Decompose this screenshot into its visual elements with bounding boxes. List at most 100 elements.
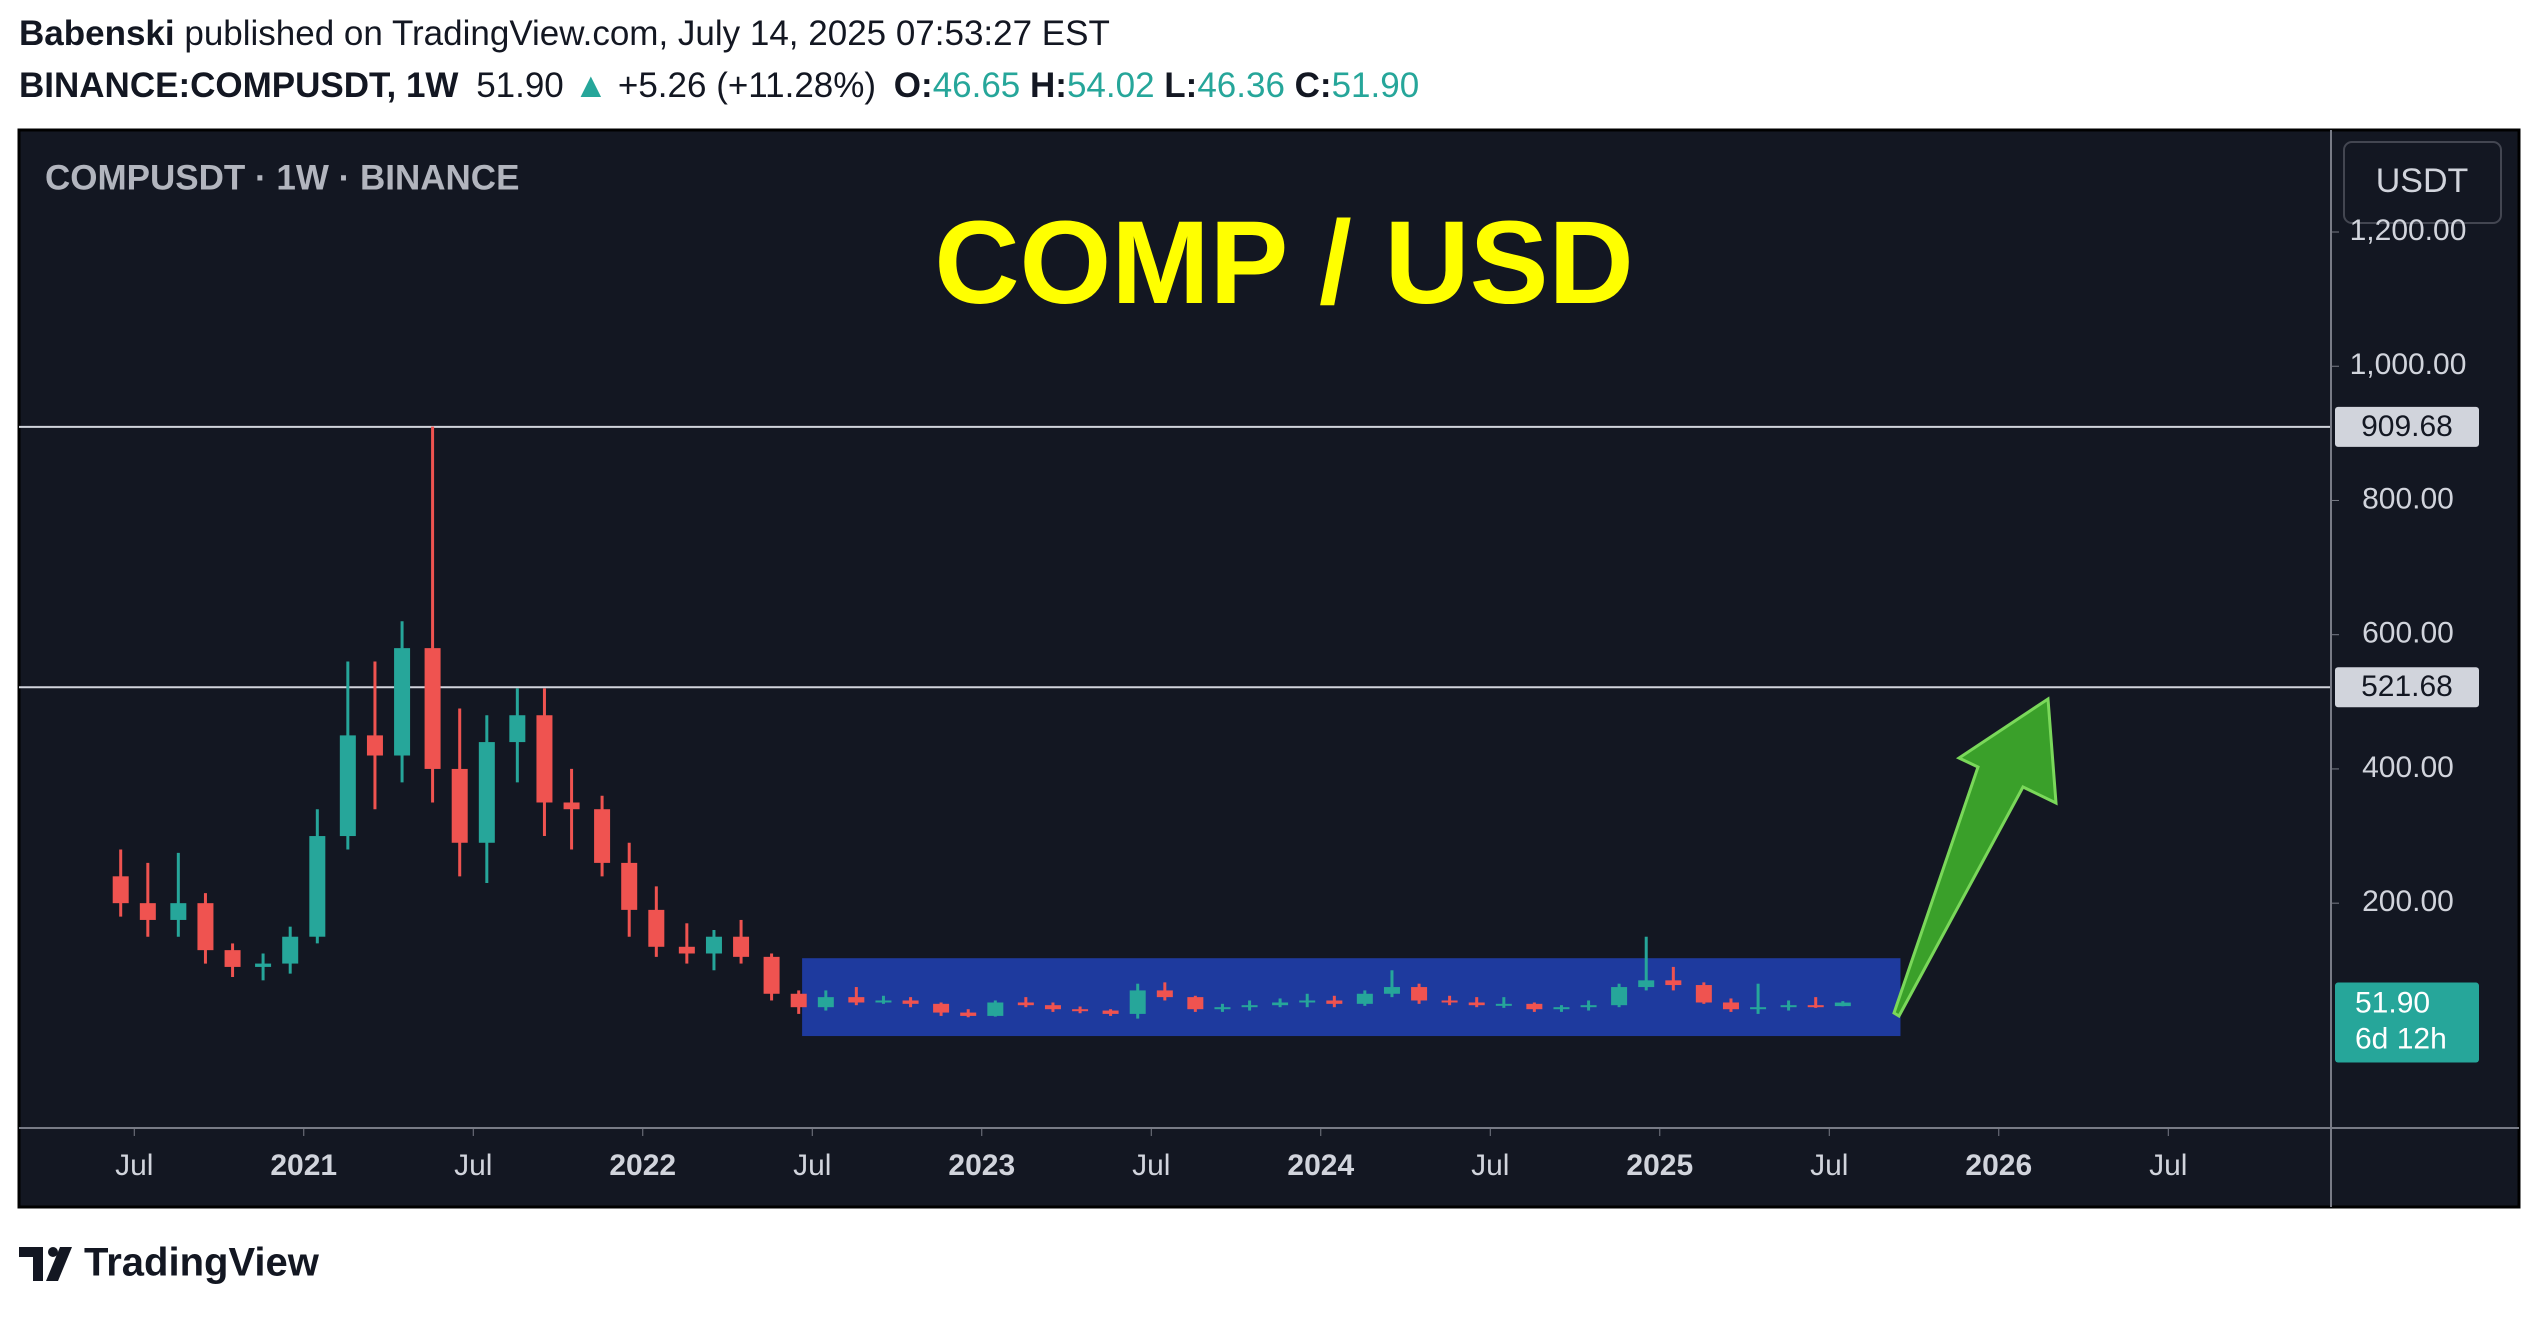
candle-body — [112, 876, 129, 904]
x-tick-label: Jul — [115, 1149, 153, 1182]
candle-body — [1272, 1002, 1289, 1006]
level-label-box — [2335, 406, 2479, 447]
candle-body — [451, 768, 468, 843]
candle-body — [394, 648, 411, 756]
candle-body — [902, 1000, 919, 1004]
x-tick-label: Jul — [1810, 1149, 1848, 1182]
x-tick-label: 2023 — [948, 1149, 1015, 1182]
x-tick-label: 2025 — [1626, 1149, 1693, 1182]
x-tick-label: 2021 — [270, 1149, 337, 1182]
countdown: 6d 12h — [2355, 1022, 2447, 1055]
candle-body — [1638, 980, 1655, 988]
candle-body — [536, 715, 553, 803]
last-price-label: 51.90 — [2355, 986, 2430, 1019]
ohlc-label: H: — [1030, 66, 1067, 105]
candle-body — [848, 997, 865, 1003]
x-tick-label: 2026 — [1965, 1149, 2032, 1182]
candle-body — [509, 715, 526, 743]
candle-body — [1411, 987, 1428, 1001]
ohlc-value: 46.65 — [933, 66, 1021, 105]
x-tick-label: 2024 — [1287, 1149, 1354, 1182]
ohlc-value: 51.90 — [1332, 66, 1420, 105]
candle-body — [1241, 1005, 1258, 1008]
candle-body — [197, 903, 214, 951]
candle-body — [1326, 1000, 1343, 1004]
currency[interactable]: USDT — [2376, 162, 2469, 200]
candle-body — [1611, 987, 1628, 1006]
candle-body — [309, 836, 326, 937]
candle-body — [424, 648, 441, 769]
logo-mark — [46, 1247, 72, 1281]
header-line: Babenski published on TradingView.com, J… — [19, 14, 1110, 53]
level-label: 909.68 — [2361, 410, 2453, 443]
candle-body — [1807, 1005, 1824, 1008]
candle-body — [1468, 1002, 1485, 1006]
plot — [19, 425, 2331, 1037]
candle-body — [1553, 1007, 1570, 1010]
candle-body — [1156, 990, 1173, 998]
logo: TradingView — [19, 1241, 320, 1285]
candle-body — [1299, 1000, 1316, 1003]
candle-body — [790, 993, 807, 1008]
x-tick-label: Jul — [1132, 1149, 1170, 1182]
level-label: 521.68 — [2361, 670, 2453, 703]
candle-body — [987, 1002, 1004, 1016]
candle-body — [1214, 1007, 1231, 1010]
candle-body — [1072, 1009, 1089, 1012]
candle-body — [1044, 1005, 1061, 1010]
candle-body — [621, 862, 638, 910]
candle-body — [1129, 990, 1146, 1014]
candle-body — [875, 1000, 892, 1003]
candle-body — [224, 950, 241, 967]
candle-body — [1017, 1002, 1034, 1006]
chart-subtitle: COMPUSDT · 1W · BINANCE — [45, 158, 519, 197]
candle-body — [1383, 987, 1400, 994]
candle-body — [139, 903, 156, 920]
last: 51.90 — [476, 66, 564, 105]
x-tick-label: Jul — [793, 1149, 831, 1182]
y-tick-label: 400.00 — [2362, 751, 2454, 784]
candle-body — [1102, 1010, 1119, 1014]
candle-body — [1665, 980, 1682, 986]
last-price-box — [2335, 982, 2479, 1063]
candle-body — [478, 742, 495, 843]
y-tick-label: 1,200.00 — [2350, 214, 2467, 247]
y-tick-label: 800.00 — [2362, 482, 2454, 515]
candle-body — [282, 936, 299, 964]
published: published on TradingView.com, July 14, 2… — [184, 14, 1110, 53]
symbol: BINANCE:COMPUSDT, 1W — [19, 66, 458, 105]
x-tick-label: Jul — [1471, 1149, 1509, 1182]
logo-mark — [19, 1247, 43, 1281]
arrow-annotation — [1892, 696, 2058, 1019]
candle-body — [1526, 1003, 1543, 1010]
candle-body — [1834, 1002, 1851, 1007]
range-box — [802, 958, 1901, 1037]
candle-body — [648, 909, 665, 947]
chart-title: COMP / USD — [934, 197, 1633, 329]
ohlc-label: O: — [894, 66, 933, 105]
candle-body — [705, 936, 722, 954]
y-tick-label: 1,000.00 — [2350, 348, 2467, 381]
ohlc-value: 54.02 — [1067, 66, 1155, 105]
candle-body — [933, 1003, 950, 1013]
candle-body — [594, 809, 611, 863]
candle-body — [1580, 1005, 1597, 1008]
candle-body — [1187, 997, 1204, 1010]
candle-body — [678, 946, 695, 954]
candle-body — [1495, 1003, 1512, 1006]
author: Babenski — [19, 14, 175, 53]
currency-button[interactable] — [2343, 141, 2502, 224]
symbol-line: BINANCE:COMPUSDT, 1W 51.90 ▲ +5.26 (+11.… — [19, 66, 1419, 105]
x-tick-label: Jul — [2149, 1149, 2187, 1182]
change: +5.26 (+11.28%) — [618, 66, 876, 105]
candle-body — [1441, 1000, 1458, 1003]
candle-body — [255, 963, 272, 967]
candle-body — [960, 1012, 977, 1016]
candle-body — [763, 956, 780, 994]
ohlc-label: C: — [1295, 66, 1332, 105]
logo-text: TradingView — [84, 1241, 320, 1285]
arrow: ▲ — [574, 66, 609, 105]
candle-body — [1695, 985, 1712, 1003]
level-label-box — [2335, 667, 2479, 708]
